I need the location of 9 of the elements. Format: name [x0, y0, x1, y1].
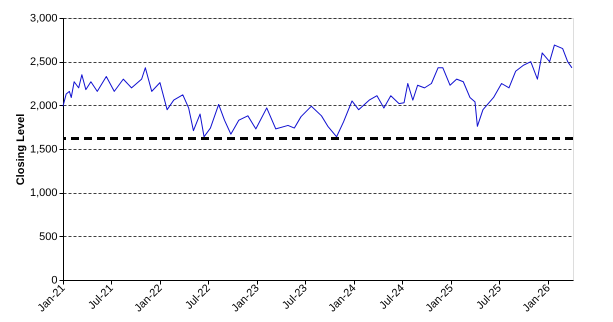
y-tick-label: 1,500 — [30, 144, 58, 156]
y-tick-label: 2,000 — [30, 100, 58, 112]
y-tick-label: 0 — [51, 274, 58, 286]
y-tick-label: 500 — [39, 230, 58, 243]
y-tick-label: 3,000 — [30, 12, 58, 24]
line-series — [62, 44, 572, 138]
y-tick-label: 1,000 — [30, 187, 58, 200]
y-tick-label: 2,500 — [30, 56, 58, 68]
y-axis-title: Closing Level — [14, 114, 27, 186]
